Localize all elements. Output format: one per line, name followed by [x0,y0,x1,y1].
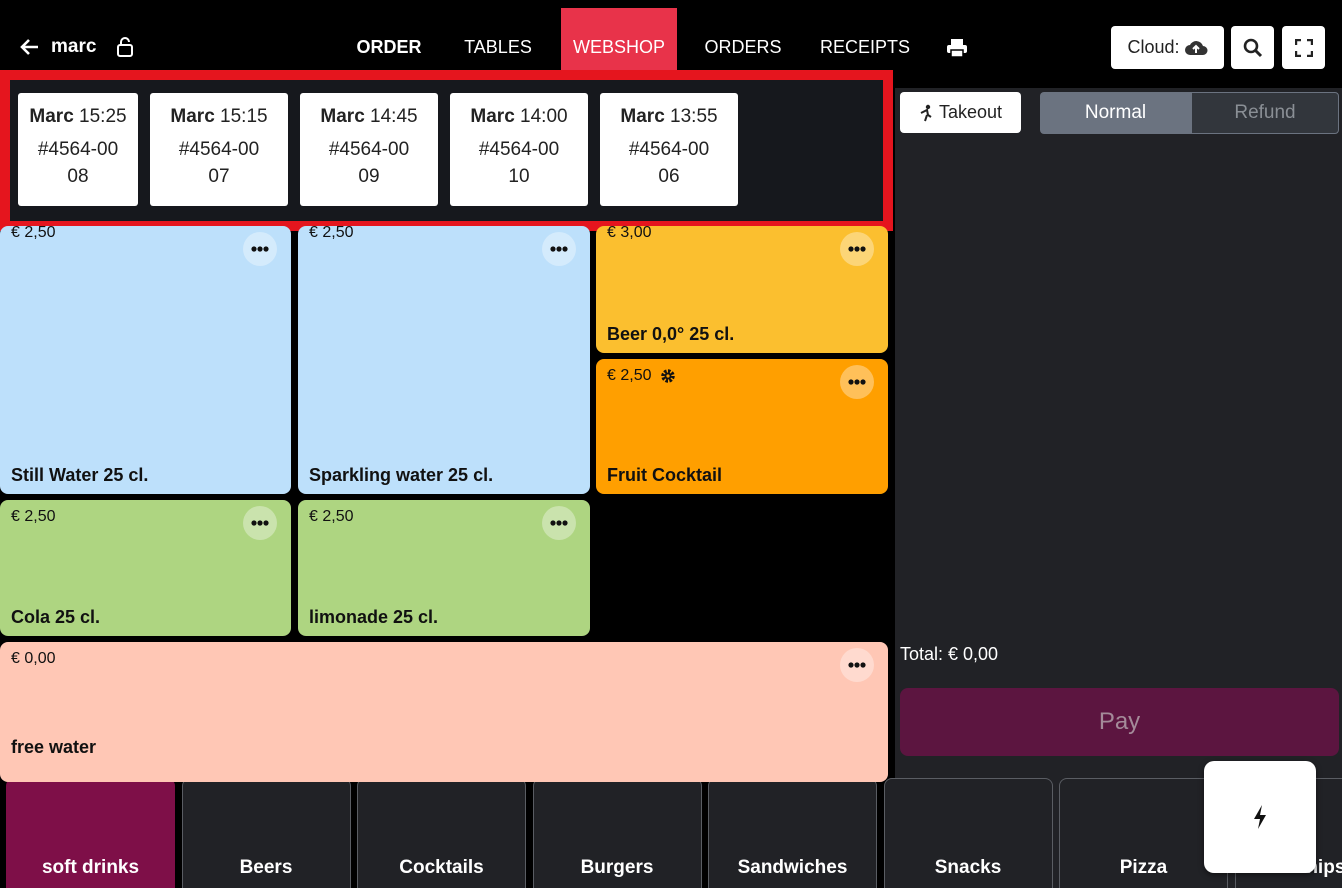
product-price: € 3,00 [607,226,652,241]
settings-icon [661,369,675,383]
more-button[interactable] [840,648,874,682]
product-price: € 2,50 [607,367,652,384]
order-time: 15:15 [220,106,268,127]
category-label: Cocktails [399,857,484,878]
search-icon [1243,38,1262,57]
order-header: Marc 13:55 [600,106,738,128]
order-name: Marc [170,106,215,127]
fullscreen-icon [1294,38,1313,57]
order-number: #4564-0008 [37,139,119,187]
order-time: 13:55 [670,106,718,127]
bolt-icon [1254,805,1266,829]
cloud-icon [1184,40,1208,55]
product-name: limonade 25 cl. [309,607,439,627]
product-tile[interactable]: € 2,50 Still Water 25 cl. [0,226,291,494]
order-name: Marc [470,106,515,127]
order-name: Marc [620,106,665,127]
category-tab[interactable]: Snacks [883,778,1053,888]
category-label: Burgers [580,857,654,878]
nav-tab[interactable]: TABLES [464,37,532,57]
order-number: #4564-0007 [178,139,260,187]
category-label: Snacks [934,857,1002,878]
product-name: Fruit Cocktail [607,465,723,485]
product-name: Cola 25 cl. [11,607,101,627]
category-label: Pizza [1119,857,1168,878]
more-button[interactable] [243,232,277,266]
more-button[interactable] [243,506,277,540]
product-price: € 2,50 [11,226,56,241]
product-name: Beer 0,0° 25 cl. [607,324,735,344]
order-number: #4564-0010 [478,139,560,187]
category-tab[interactable]: Beers [181,778,351,888]
user-name: marc [51,36,97,57]
total: Total: € 0,00 [900,644,999,664]
order-header: Marc 15:15 [150,106,288,128]
nav-tab[interactable]: ORDERS [704,37,782,57]
category-label: Sandwiches [737,857,848,878]
nav-tab[interactable]: ORDER [356,37,422,57]
product-tile[interactable]: € 3,00 Beer 0,0° 25 cl. [596,226,888,353]
category-label: Beers [239,857,293,878]
order-card[interactable]: Marc 14:00 #4564-0010 [450,93,588,206]
category-tab[interactable]: Sandwiches [708,778,877,888]
order-card[interactable]: Marc 14:45 #4564-0009 [300,93,438,206]
back-icon[interactable] [20,38,40,56]
more-button[interactable] [542,232,576,266]
category-label: soft drinks [41,857,140,878]
product-price: € 2,50 [309,508,354,525]
order-header: Marc 14:45 [300,106,438,128]
cloud-label: Cloud: [1127,37,1180,57]
order-name: Marc [29,106,74,127]
product-tile[interactable]: € 2,50 Cola 25 cl. [0,500,291,636]
category-tab[interactable]: soft drinks [6,778,175,888]
order-number: #4564-0006 [628,139,710,187]
order-card[interactable]: Marc 15:15 #4564-0007 [150,93,288,206]
takeout-icon [920,104,932,121]
product-price: € 2,50 [11,508,56,525]
product-name: Sparkling water 25 cl. [309,465,494,485]
takeout-label: Takeout [938,102,1003,122]
print-icon[interactable] [946,38,968,58]
product-tile[interactable]: € 2,50 limonade 25 cl. [298,500,590,636]
order-card[interactable]: Marc 13:55 #4564-0006 [600,93,738,206]
takeout-button[interactable]: Takeout [900,92,1021,133]
category-tab[interactable]: Pizza [1059,778,1228,888]
product-tile[interactable]: € 2,50 Sparkling water 25 cl. [298,226,590,494]
mode-normal[interactable]: Normal [1040,92,1191,134]
order-time: 15:25 [79,106,127,127]
order-time: 14:00 [520,106,568,127]
product-price: € 2,50 [309,226,354,241]
quick-button[interactable] [1204,761,1316,873]
pay-button[interactable]: Pay [900,688,1339,756]
more-button[interactable] [542,506,576,540]
product-tile[interactable]: € 2,50 Fruit Cocktail [596,359,888,494]
order-card[interactable]: Marc 15:25 #4564-0008 [18,93,138,206]
category-tab[interactable]: Cocktails [357,778,526,888]
product-tile[interactable]: € 0,00 free water [0,642,888,782]
order-time: 14:45 [370,106,418,127]
nav-tab[interactable]: RECEIPTS [819,37,911,57]
order-header: Marc 14:00 [450,106,588,128]
fullscreen-button[interactable] [1282,26,1325,69]
product-name: free water [11,737,97,757]
more-button[interactable] [840,232,874,266]
cloud-button[interactable]: Cloud: [1111,26,1224,69]
search-button[interactable] [1231,26,1274,69]
category-tab[interactable]: Burgers [532,778,702,888]
mode-refund[interactable]: Refund [1191,92,1339,134]
order-number: #4564-0009 [328,139,410,187]
order-name: Marc [320,106,365,127]
lock-icon[interactable] [116,36,134,58]
more-button[interactable] [840,365,874,399]
product-name: Still Water 25 cl. [11,465,149,485]
order-header: Marc 15:25 [18,106,138,128]
nav-tab[interactable]: WEBSHOP [561,8,677,70]
product-price: € 0,00 [11,650,56,667]
